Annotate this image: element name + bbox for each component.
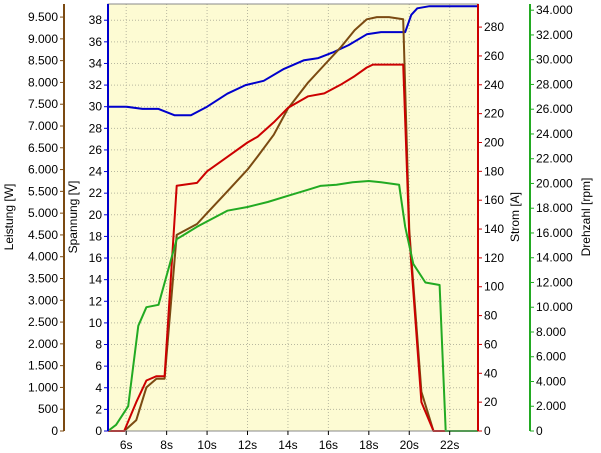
axis-strom: 0 20 40 60 80 100 120 140 160 180 200 220 240 260 280 S… — [477, 4, 522, 438]
y-tick-label-spannung: 2 — [95, 402, 102, 416]
y-tick-label-spannung: 30 — [89, 100, 103, 114]
y-tick-label-drehzahl: 14.000 — [536, 251, 573, 265]
y-tick-label-drehzahl: 12.000 — [536, 275, 573, 289]
y-tick-label-drehzahl: 16.000 — [536, 226, 573, 240]
y-tick-label-spannung: 28 — [89, 121, 103, 135]
y-tick-label-spannung: 38 — [89, 13, 103, 27]
y-tick-label-drehzahl: 20.000 — [536, 176, 573, 190]
x-tick-label: 16s — [319, 438, 338, 452]
y-tick-label-leistung: 5.000 — [28, 206, 58, 220]
y-tick-label-spannung: 24 — [89, 165, 103, 179]
y-tick-label-strom: 260 — [484, 49, 504, 63]
axis-leistung: 0 500 1.000 1.500 2.000 2.500 3.000 3.500 4.000 4… — [2, 4, 65, 438]
y-tick-label-spannung: 26 — [89, 143, 103, 157]
y-tick-label-strom: 80 — [484, 309, 498, 323]
x-tick-label: 6s — [120, 438, 133, 452]
y-tick-label-spannung: 34 — [89, 56, 103, 70]
y-tick-label-strom: 280 — [484, 20, 504, 34]
y-tick-label-drehzahl: 28.000 — [536, 77, 573, 91]
y-tick-label-leistung: 0 — [51, 424, 58, 438]
y-tick-label-drehzahl: 10.000 — [536, 300, 573, 314]
y-tick-label-drehzahl: 4.000 — [536, 374, 566, 388]
y-tick-label-leistung: 5.500 — [28, 184, 58, 198]
y-tick-label-spannung: 16 — [89, 251, 103, 265]
y-tick-label-spannung: 12 — [89, 294, 103, 308]
series-line-drehzahl — [107, 180, 478, 432]
x-tick-label: 22s — [440, 438, 459, 452]
axis-title-spannung: Spannung [V] — [66, 181, 80, 254]
y-tick-label-leistung: 1.000 — [28, 380, 58, 394]
y-tick-label-spannung: 10 — [89, 316, 103, 330]
x-tick-label: 20s — [400, 438, 419, 452]
y-tick-label-spannung: 4 — [95, 381, 102, 395]
y-tick-label-strom: 40 — [484, 366, 498, 380]
x-tick-label: 10s — [197, 438, 216, 452]
y-tick-label-strom: 220 — [484, 107, 504, 121]
axis-title-strom: Strom [A] — [508, 192, 522, 242]
y-tick-label-strom: 200 — [484, 135, 504, 149]
y-tick-label-spannung: 22 — [89, 186, 103, 200]
y-tick-label-strom: 160 — [484, 193, 504, 207]
y-tick-label-leistung: 2.500 — [28, 315, 58, 329]
y-tick-label-spannung: 14 — [89, 273, 103, 287]
y-tick-label-drehzahl: 18.000 — [536, 201, 573, 215]
axis-spannung: 02468101214161820222426283032343638Spann… — [66, 4, 109, 438]
y-tick-label-leistung: 500 — [38, 402, 58, 416]
y-tick-label-strom: 60 — [484, 337, 498, 351]
y-tick-label-leistung: 3.500 — [28, 272, 58, 286]
y-tick-label-drehzahl: 30.000 — [536, 53, 573, 67]
y-tick-label-drehzahl: 24.000 — [536, 127, 573, 141]
y-tick-label-leistung: 3.000 — [28, 293, 58, 307]
series-line-spannung — [108, 5, 478, 117]
y-tick-label-strom: 140 — [484, 222, 504, 236]
y-tick-label-spannung: 6 — [95, 359, 102, 373]
y-tick-label-leistung: 4.000 — [28, 250, 58, 264]
axes-layer: 6s 8s 10s 12s 14s 16s 18s 20s 22s 0 500 1.000 1.500 2… — [2, 3, 593, 452]
y-tick-label-leistung: 9.000 — [28, 32, 58, 46]
y-tick-label-spannung: 18 — [89, 229, 103, 243]
y-tick-label-spannung: 8 — [95, 338, 102, 352]
y-tick-label-leistung: 8.000 — [28, 75, 58, 89]
y-tick-label-spannung: 20 — [89, 208, 103, 222]
y-tick-label-leistung: 7.000 — [28, 119, 58, 133]
axis-drehzahl: 0 2.000 4.000 6.000 8.000 10.000 12.000 14.000 1… — [529, 3, 593, 438]
y-tick-label-strom: 240 — [484, 78, 504, 92]
y-tick-label-leistung: 1.500 — [28, 359, 58, 373]
y-tick-label-leistung: 6.000 — [28, 163, 58, 177]
y-tick-label-spannung: 32 — [89, 78, 103, 92]
y-tick-label-strom: 180 — [484, 164, 504, 178]
y-tick-label-drehzahl: 22.000 — [536, 152, 573, 166]
y-tick-label-strom: 100 — [484, 280, 504, 294]
x-tick-label: 14s — [278, 438, 297, 452]
y-tick-label-strom: 20 — [484, 395, 498, 409]
y-tick-label-drehzahl: 26.000 — [536, 102, 573, 116]
y-tick-label-leistung: 4.500 — [28, 228, 58, 242]
y-tick-label-strom: 120 — [484, 251, 504, 265]
y-tick-label-leistung: 2.000 — [28, 337, 58, 351]
y-tick-label-drehzahl: 34.000 — [536, 3, 573, 17]
series-layer — [107, 5, 478, 432]
y-tick-label-drehzahl: 32.000 — [536, 28, 573, 42]
y-tick-label-drehzahl: 8.000 — [536, 325, 566, 339]
y-tick-label-drehzahl: 6.000 — [536, 350, 566, 364]
plot-area — [108, 4, 478, 431]
y-tick-label-drehzahl: 0 — [536, 424, 543, 438]
y-tick-label-spannung: 0 — [95, 424, 102, 438]
y-tick-label-spannung: 36 — [89, 35, 103, 49]
y-tick-label-leistung: 8.500 — [28, 54, 58, 68]
axis-title-drehzahl: Drehzahl [rpm] — [579, 178, 593, 257]
y-tick-label-leistung: 9.500 — [28, 10, 58, 24]
x-tick-label: 18s — [359, 438, 378, 452]
x-tick-label: 12s — [238, 438, 257, 452]
y-tick-label-leistung: 6.500 — [28, 141, 58, 155]
y-tick-label-drehzahl: 2.000 — [536, 399, 566, 413]
series-line-strom — [108, 63, 478, 432]
axis-title-leistung: Leistung [W] — [2, 184, 16, 251]
y-tick-label-leistung: 7.500 — [28, 97, 58, 111]
x-tick-label: 8s — [160, 438, 173, 452]
y-tick-label-strom: 0 — [484, 424, 491, 438]
